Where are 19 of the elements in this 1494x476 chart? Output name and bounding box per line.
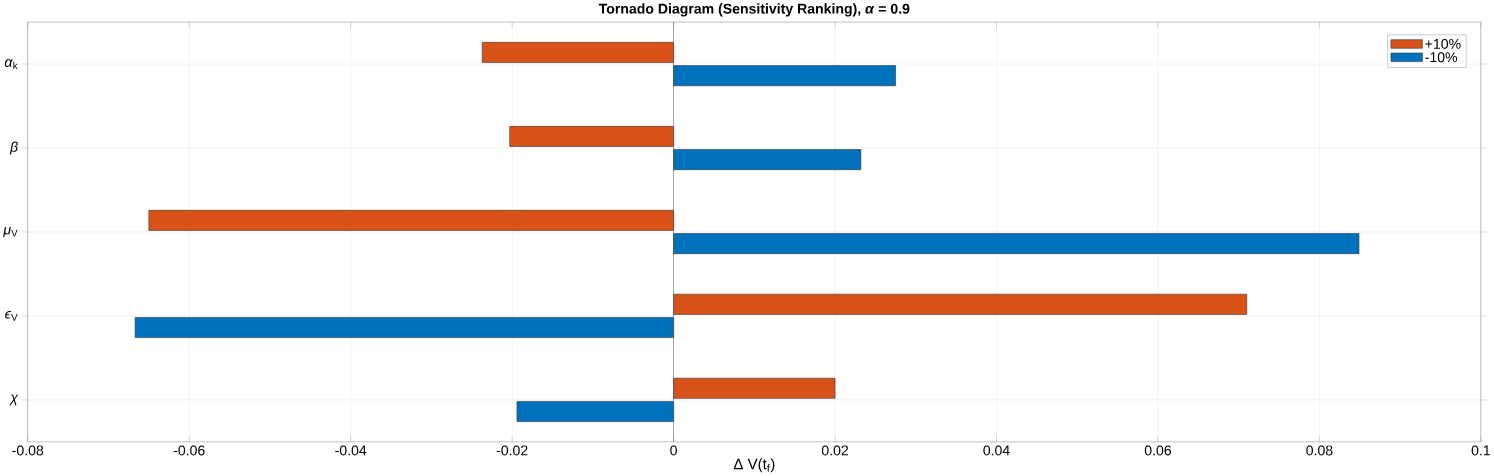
x-tick-label: -0.04 bbox=[335, 445, 367, 456]
y-tick-label: μ$_{V}$ bbox=[3, 227, 18, 238]
x-axis-title: Δ V(t$_{f}$) bbox=[733, 458, 775, 473]
x-tick-label: 0 bbox=[670, 445, 677, 456]
x-tick-label: 0.04 bbox=[983, 445, 1010, 456]
x-tick-label: -0.06 bbox=[173, 445, 205, 456]
y-tick-label: χ bbox=[9, 394, 19, 406]
legend-label: +10% bbox=[1425, 39, 1461, 50]
legend-label: -10% bbox=[1425, 52, 1458, 63]
y-tick-label: α$_{k}$ bbox=[4, 59, 18, 70]
x-tick-label: 0.06 bbox=[1144, 445, 1172, 456]
x-tick-label: -0.02 bbox=[496, 445, 528, 456]
x-tick-label: 0.02 bbox=[821, 445, 849, 456]
chart-title: Tornado Diagram (Sensitivity Ranking), α = 0.9 bbox=[598, 3, 910, 17]
x-tick-label: 0.1 bbox=[1471, 445, 1490, 456]
x-tick-label: 0.08 bbox=[1306, 445, 1333, 456]
x-tick-label: -0.08 bbox=[12, 445, 44, 456]
y-tick-label: ϵ$_{V}$ bbox=[5, 311, 18, 321]
y-tick-label: β bbox=[9, 141, 18, 155]
